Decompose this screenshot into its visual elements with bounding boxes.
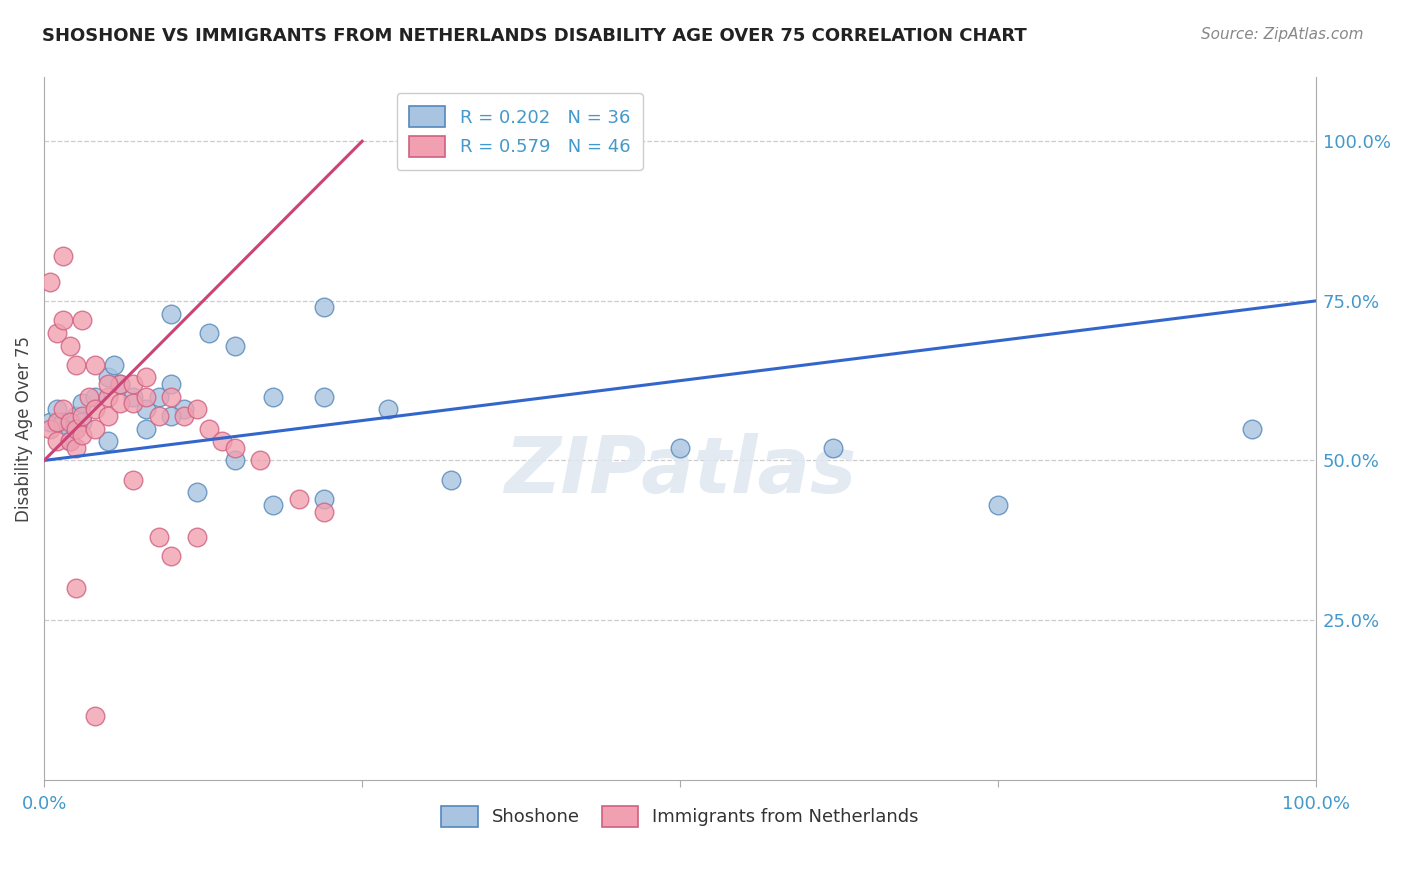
Point [58,338,80,352]
Point [52,402,75,417]
Point [77,390,100,404]
Point [148,409,170,423]
Point [52,313,75,327]
Point [72,409,94,423]
Point [135,390,157,404]
Point [65,421,87,435]
Point [224,338,246,352]
Point [135,421,157,435]
Text: Source: ZipAtlas.com: Source: ZipAtlas.com [1201,27,1364,42]
Point [148,530,170,544]
Point [84,390,107,404]
Point [39,275,62,289]
Point [39,415,62,429]
Point [987,498,1010,512]
Point [58,434,80,449]
Point [160,376,183,391]
Point [173,402,195,417]
Point [72,313,94,327]
Point [65,358,87,372]
Point [65,581,87,595]
Point [58,415,80,429]
Point [122,376,145,391]
Point [84,402,107,417]
Point [52,249,75,263]
Legend: Shoshone, Immigrants from Netherlands: Shoshone, Immigrants from Netherlands [434,798,927,834]
Point [84,708,107,723]
Point [198,421,221,435]
Point [110,376,132,391]
Point [312,300,335,314]
Point [45,402,67,417]
Point [440,473,463,487]
Point [186,402,208,417]
Point [65,441,87,455]
Point [224,453,246,467]
Point [186,530,208,544]
Point [160,390,183,404]
Point [65,409,87,423]
Point [262,498,284,512]
Point [821,441,844,455]
Point [72,396,94,410]
Point [135,402,157,417]
Point [160,307,183,321]
Text: SHOSHONE VS IMMIGRANTS FROM NETHERLANDS DISABILITY AGE OVER 75 CORRELATION CHART: SHOSHONE VS IMMIGRANTS FROM NETHERLANDS … [42,27,1026,45]
Y-axis label: Disability Age Over 75: Disability Age Over 75 [15,335,32,522]
Point [84,421,107,435]
Point [312,504,335,518]
Point [312,390,335,404]
Point [52,415,75,429]
Point [72,428,94,442]
Point [103,358,125,372]
Point [148,390,170,404]
Point [110,376,132,391]
Point [39,421,62,435]
Point [198,326,221,340]
Point [173,409,195,423]
Point [45,415,67,429]
Point [1241,421,1264,435]
Point [186,485,208,500]
Point [58,434,80,449]
Point [122,396,145,410]
Point [135,370,157,384]
Point [122,390,145,404]
Point [160,409,183,423]
Point [110,396,132,410]
Point [97,434,120,449]
Point [97,376,120,391]
Point [97,370,120,384]
Point [45,434,67,449]
Point [224,441,246,455]
Point [122,473,145,487]
Point [249,453,271,467]
Point [312,491,335,506]
Point [58,421,80,435]
Point [377,402,399,417]
Point [669,441,692,455]
Point [72,415,94,429]
Point [211,434,233,449]
Point [287,491,309,506]
Point [45,326,67,340]
Point [97,409,120,423]
Point [160,549,183,564]
Point [262,390,284,404]
Text: ZIPatlas: ZIPatlas [503,433,856,508]
Point [97,390,120,404]
Point [84,358,107,372]
